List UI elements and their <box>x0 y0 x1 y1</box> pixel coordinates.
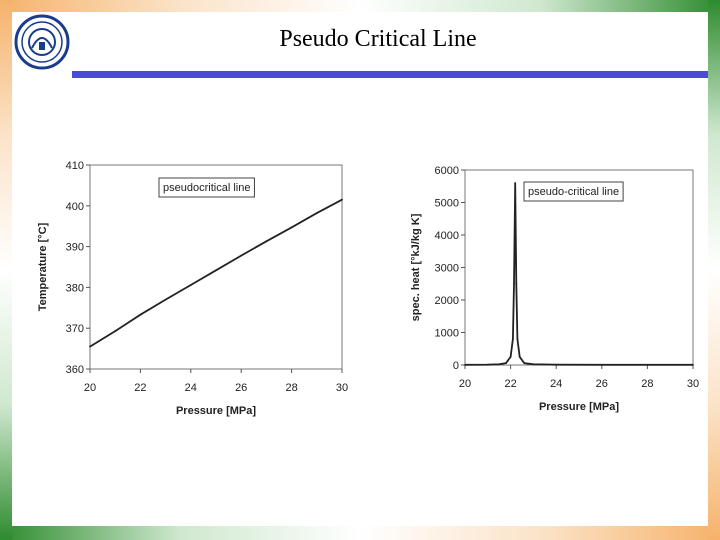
legend-box <box>158 177 255 198</box>
data-point <box>240 254 243 257</box>
legend-box <box>523 181 624 202</box>
x-axis-title: Pressure [MPa] <box>176 405 256 417</box>
legend: pseudo-critical line <box>523 181 624 202</box>
data-point <box>514 182 517 184</box>
y-tick-label: 400 <box>66 201 84 213</box>
y-tick-label: 6000 <box>435 165 459 177</box>
legend-label: pseudo-critical line <box>528 186 619 198</box>
y-tick-label: 5000 <box>435 198 459 210</box>
data-point <box>511 338 514 340</box>
frame-top-border <box>0 0 720 12</box>
data-point <box>532 363 535 366</box>
data-point <box>646 363 649 366</box>
data-point <box>513 282 515 285</box>
data-point <box>164 298 167 301</box>
y-tick-label: 3000 <box>435 263 459 275</box>
data-point <box>464 363 466 366</box>
legend-label: pseudocritical line <box>163 182 250 194</box>
y-tick-label: 4000 <box>435 230 459 242</box>
data-point <box>215 269 217 272</box>
y-tick-label: 370 <box>66 323 84 335</box>
data-point <box>516 338 519 340</box>
data-point <box>265 240 268 243</box>
title-underline-bar <box>72 71 708 78</box>
x-tick-label: 26 <box>235 382 247 394</box>
x-tick-label: 20 <box>459 378 471 390</box>
legend: pseudocritical line <box>158 177 255 198</box>
plot-area <box>89 164 343 370</box>
data-point <box>515 282 518 285</box>
x-tick-label: 22 <box>134 382 146 394</box>
data-point <box>505 362 507 364</box>
y-tick-label: 390 <box>66 242 84 254</box>
data-point <box>509 355 512 358</box>
data-point <box>315 212 318 215</box>
y-tick-label: 2000 <box>435 295 459 307</box>
x-tick-label: 28 <box>285 382 297 394</box>
y-tick-label: 410 <box>66 160 84 172</box>
data-point <box>518 355 521 358</box>
y-tick-label: 360 <box>66 364 84 376</box>
plot-area <box>464 169 694 366</box>
data-point <box>523 362 526 364</box>
frame-left-border <box>0 0 12 540</box>
y-axis-title: spec. heat [°kJ/kg K] <box>410 213 422 321</box>
data-point <box>692 363 694 366</box>
institute-seal-icon <box>14 14 70 70</box>
data-point <box>555 363 558 366</box>
chart-specific-heat: 0 1000 2000 3000 4000 5000 6000 20 22 24 26 28 30 pse… <box>410 165 699 413</box>
page-title: Pseudo Critical Line <box>279 26 477 52</box>
data-point <box>89 345 91 348</box>
data-point <box>498 363 501 366</box>
x-tick-label: 24 <box>185 382 197 394</box>
data-point <box>486 363 489 366</box>
data-point <box>139 313 142 316</box>
frame-right-border <box>708 0 720 540</box>
x-tick-label: 28 <box>641 378 653 390</box>
y-tick-label: 380 <box>66 282 84 294</box>
data-point <box>341 198 343 201</box>
x-tick-label: 24 <box>550 378 562 390</box>
data-point <box>290 226 293 229</box>
y-tick-label: 0 <box>453 360 459 372</box>
data-point <box>114 330 117 332</box>
frame-bottom-border <box>0 526 720 540</box>
x-tick-label: 26 <box>596 378 608 390</box>
x-tick-label: 20 <box>84 382 96 394</box>
x-axis-title: Pressure [MPa] <box>539 401 619 413</box>
y-tick-label: 1000 <box>435 328 459 340</box>
x-tick-label: 30 <box>687 378 699 390</box>
chart-temperature: 360 370 380 390 400 410 20 22 24 26 28 30 pseudocrit… <box>37 160 348 417</box>
x-tick-label: 30 <box>336 382 348 394</box>
y-axis-title: Temperature [°C] <box>37 222 49 311</box>
data-point <box>189 284 192 286</box>
data-point <box>600 363 603 366</box>
x-tick-label: 22 <box>504 378 516 390</box>
